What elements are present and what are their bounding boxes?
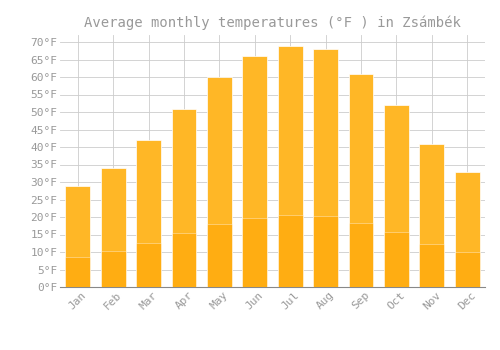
Bar bbox=[455, 172, 479, 287]
Bar bbox=[313, 216, 338, 287]
Bar bbox=[242, 56, 267, 287]
Bar bbox=[66, 257, 90, 287]
Bar bbox=[384, 105, 409, 287]
Bar bbox=[348, 223, 374, 287]
Bar bbox=[207, 224, 232, 287]
Bar bbox=[384, 232, 409, 287]
Bar bbox=[100, 168, 126, 287]
Bar bbox=[242, 218, 267, 287]
Bar bbox=[172, 233, 196, 287]
Bar bbox=[313, 49, 338, 287]
Bar bbox=[136, 243, 161, 287]
Bar bbox=[420, 144, 444, 287]
Bar bbox=[420, 244, 444, 287]
Bar bbox=[455, 252, 479, 287]
Bar bbox=[207, 77, 232, 287]
Bar bbox=[66, 186, 90, 287]
Bar bbox=[136, 140, 161, 287]
Bar bbox=[100, 251, 126, 287]
Bar bbox=[278, 215, 302, 287]
Bar bbox=[348, 74, 374, 287]
Bar bbox=[172, 108, 196, 287]
Bar bbox=[278, 46, 302, 287]
Title: Average monthly temperatures (°F ) in Zsámbék: Average monthly temperatures (°F ) in Zs… bbox=[84, 15, 461, 30]
